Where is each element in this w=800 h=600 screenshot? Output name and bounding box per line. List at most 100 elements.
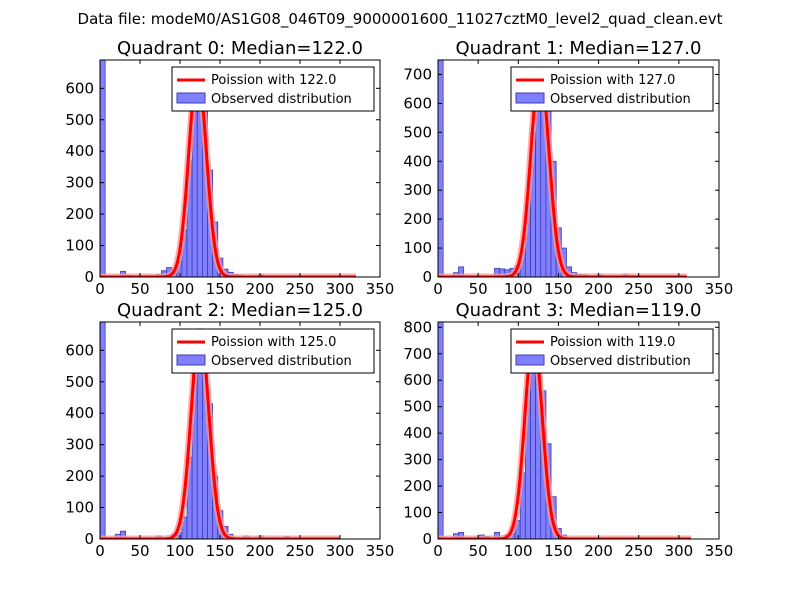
poisson-curve [100, 70, 356, 277]
quadrant-2-legend: Poission with 125.0 Observed distribution [171, 328, 375, 374]
y-tick-label: 700 [403, 65, 432, 83]
x-tick-label: 300 [665, 280, 694, 298]
y-tick-label: 400 [65, 404, 94, 422]
histogram-bar [120, 530, 127, 539]
quadrant-2-title: Quadrant 2: Median=125.0 [117, 300, 363, 321]
legend-frame [171, 328, 375, 374]
y-tick-label: 200 [403, 477, 432, 495]
x-tick-label: 150 [206, 542, 235, 560]
y-tick-label: 200 [65, 467, 94, 485]
x-tick-label: 100 [166, 280, 195, 298]
quadrant-1-axes-frame [437, 59, 720, 278]
legend-bar-swatch [515, 92, 545, 104]
quadrant-3-chart: Quadrant 3: Median=119.0 0 50 100 150 200 250 3… [403, 300, 733, 560]
y-tick-label: 0 [422, 268, 432, 286]
histogram-bar [438, 60, 444, 277]
quadrant-0-legend: Poission with 122.0 Observed distribution [171, 66, 375, 112]
legend-bar-swatch [176, 354, 206, 366]
y-tick-label: 700 [403, 345, 432, 363]
y-tick-label: 600 [403, 371, 432, 389]
x-tick-label: 100 [166, 542, 195, 560]
x-tick-label: 300 [665, 542, 694, 560]
x-tick-label: 50 [469, 542, 488, 560]
y-tick-label: 300 [403, 181, 432, 199]
x-tick-label: 300 [326, 280, 355, 298]
x-tick-label: 150 [544, 280, 573, 298]
y-tick-label: 600 [403, 94, 432, 112]
y-tick-label: 0 [84, 268, 94, 286]
histogram-bar [100, 322, 106, 539]
y-tick-label: 600 [65, 341, 94, 359]
y-tick-label: 200 [403, 210, 432, 228]
quadrant-0-axes-frame [99, 59, 381, 278]
y-tick-label: 400 [403, 152, 432, 170]
legend-frame [510, 328, 714, 374]
legend-label: Poission with 127.0 [550, 73, 675, 88]
poisson-curve [438, 68, 687, 277]
x-tick-label: 100 [504, 280, 533, 298]
y-tick-label: 600 [65, 79, 94, 97]
histogram-bar [438, 322, 444, 539]
x-tick-label: 300 [326, 542, 355, 560]
legend-label: Observed distribution [550, 354, 691, 369]
y-tick-label: 400 [403, 424, 432, 442]
quadrant-3-title: Quadrant 3: Median=119.0 [456, 300, 702, 321]
quadrant-1-chart: Quadrant 1: Median=127.0 0 50 100 150 200 250 3… [403, 38, 733, 298]
legend-bar-swatch [515, 354, 545, 366]
y-tick-label: 100 [65, 237, 94, 255]
quadrant-2-axes-frame [99, 321, 381, 540]
legend-label: Poission with 125.0 [211, 335, 336, 350]
y-tick-label: 800 [403, 318, 432, 336]
poisson-curve [100, 329, 340, 539]
x-tick-label: 0 [95, 542, 105, 560]
quadrant-2-chart: Quadrant 2: Median=125.0 0 50 100 150 200 250 3… [65, 300, 394, 560]
quadrant-2-poisson [100, 327, 340, 539]
y-tick-label: 100 [403, 504, 432, 522]
x-tick-label: 200 [584, 280, 613, 298]
y-tick-label: 0 [84, 530, 94, 548]
legend-frame [171, 66, 375, 112]
x-tick-label: 0 [95, 280, 105, 298]
x-tick-label: 350 [366, 542, 395, 560]
x-tick-label: 50 [469, 280, 488, 298]
x-tick-label: 350 [705, 542, 734, 560]
legend-label: Observed distribution [550, 92, 691, 107]
quadrant-0-poisson [100, 68, 356, 277]
figure-suptitle: Data file: modeM0/AS1G08_046T09_90000016… [78, 10, 723, 29]
quadrant-1-title: Quadrant 1: Median=127.0 [456, 38, 702, 59]
x-tick-label: 150 [544, 542, 573, 560]
x-tick-label: 200 [584, 542, 613, 560]
x-tick-label: 350 [705, 280, 734, 298]
x-tick-label: 200 [246, 280, 275, 298]
x-tick-label: 100 [504, 542, 533, 560]
x-tick-label: 250 [624, 542, 653, 560]
quadrant-0-title: Quadrant 0: Median=122.0 [117, 38, 363, 59]
x-tick-label: 200 [246, 542, 275, 560]
quadrant-3-legend: Poission with 119.0 Observed distribution [510, 328, 714, 374]
legend-label: Poission with 122.0 [211, 73, 336, 88]
y-tick-label: 500 [65, 373, 94, 391]
y-tick-label: 300 [65, 436, 94, 454]
x-tick-label: 0 [433, 542, 443, 560]
quadrant-1-poisson [438, 66, 687, 277]
y-tick-label: 100 [65, 499, 94, 517]
y-tick-label: 0 [422, 530, 432, 548]
quadrant-1-legend: Poission with 127.0 Observed distribution [510, 66, 714, 112]
y-tick-label: 300 [403, 451, 432, 469]
y-tick-label: 500 [403, 398, 432, 416]
y-tick-label: 300 [65, 174, 94, 192]
legend-label: Observed distribution [211, 92, 352, 107]
quadrant-0-chart: Quadrant 0: Median=122.0 0 50 100 150 200 250 3… [65, 38, 394, 298]
y-tick-label: 400 [65, 142, 94, 160]
legend-bar-swatch [176, 92, 206, 104]
y-tick-label: 500 [403, 123, 432, 141]
legend-label: Poission with 119.0 [550, 335, 675, 350]
histogram-bar [100, 60, 106, 277]
legend-label: Observed distribution [211, 354, 352, 369]
x-tick-label: 250 [624, 280, 653, 298]
y-tick-label: 100 [403, 239, 432, 257]
x-tick-label: 250 [286, 280, 315, 298]
x-tick-label: 150 [206, 280, 235, 298]
x-tick-label: 250 [286, 542, 315, 560]
